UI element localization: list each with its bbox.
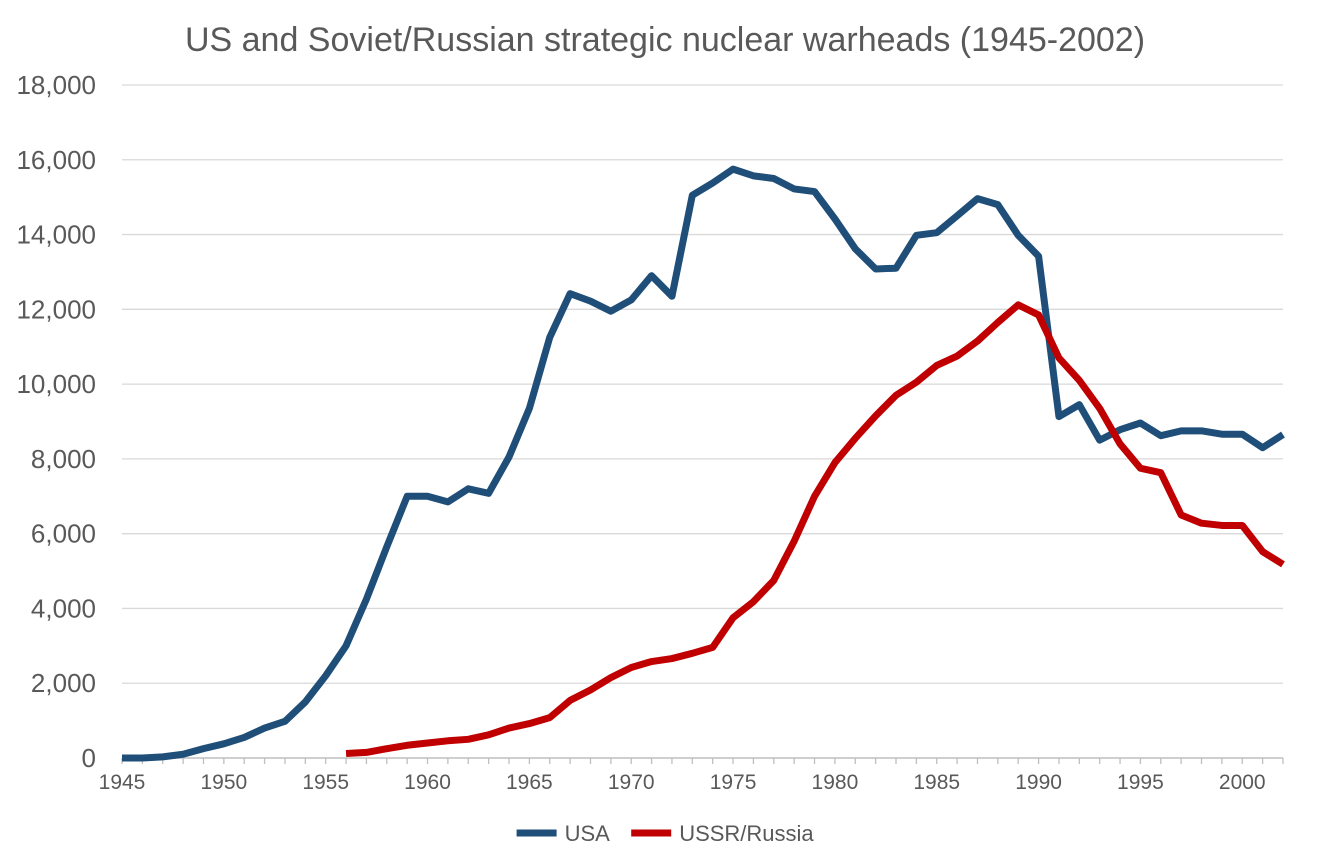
chart-title: US and Soviet/Russian strategic nuclear … [185, 21, 1145, 59]
x-tick-label: 1995 [1117, 771, 1164, 794]
y-tick-label: 14,000 [16, 220, 96, 250]
y-tick-label: 12,000 [16, 294, 96, 324]
x-tick-label: 1945 [99, 771, 146, 794]
x-tick-label: 1960 [404, 771, 451, 794]
y-tick-label: 6,000 [31, 519, 96, 549]
y-tick-label: 10,000 [16, 369, 96, 399]
y-tick-label: 8,000 [31, 444, 96, 474]
x-tick-label: 1950 [200, 771, 247, 794]
x-tick-label: 1970 [608, 771, 655, 794]
y-axis-tick-labels: 0 2,000 4,000 6,000 8,000 10,000 12,000 14,000 1… [16, 70, 96, 773]
x-tick-label: 1990 [1015, 771, 1062, 794]
y-tick-label: 4,000 [31, 593, 96, 623]
x-axis-ticks: 1945 1950 1955 1960 1965 1970 1975 1980 1985 1990… [99, 758, 1284, 794]
y-tick-label: 2,000 [31, 668, 96, 698]
gridlines [122, 84, 1283, 684]
y-tick-label: 16,000 [16, 145, 96, 175]
legend-label-ussr-russia: USSR/Russia [679, 821, 814, 846]
x-tick-label: 2000 [1219, 771, 1266, 794]
y-tick-label: 0 [82, 743, 96, 773]
series-lines [122, 165, 1285, 762]
legend: USA USSR/Russia [516, 821, 814, 846]
x-tick-label: 1955 [302, 771, 349, 794]
legend-label-usa: USA [565, 821, 611, 846]
x-tick-label: 1975 [710, 771, 757, 794]
x-tick-label: 1985 [913, 771, 960, 794]
y-tick-label: 18,000 [16, 70, 96, 100]
series-line-usa [122, 165, 1285, 762]
series-line-ussr-russia [345, 301, 1285, 758]
x-tick-label: 1965 [506, 771, 553, 794]
x-tick-label: 1980 [812, 771, 859, 794]
